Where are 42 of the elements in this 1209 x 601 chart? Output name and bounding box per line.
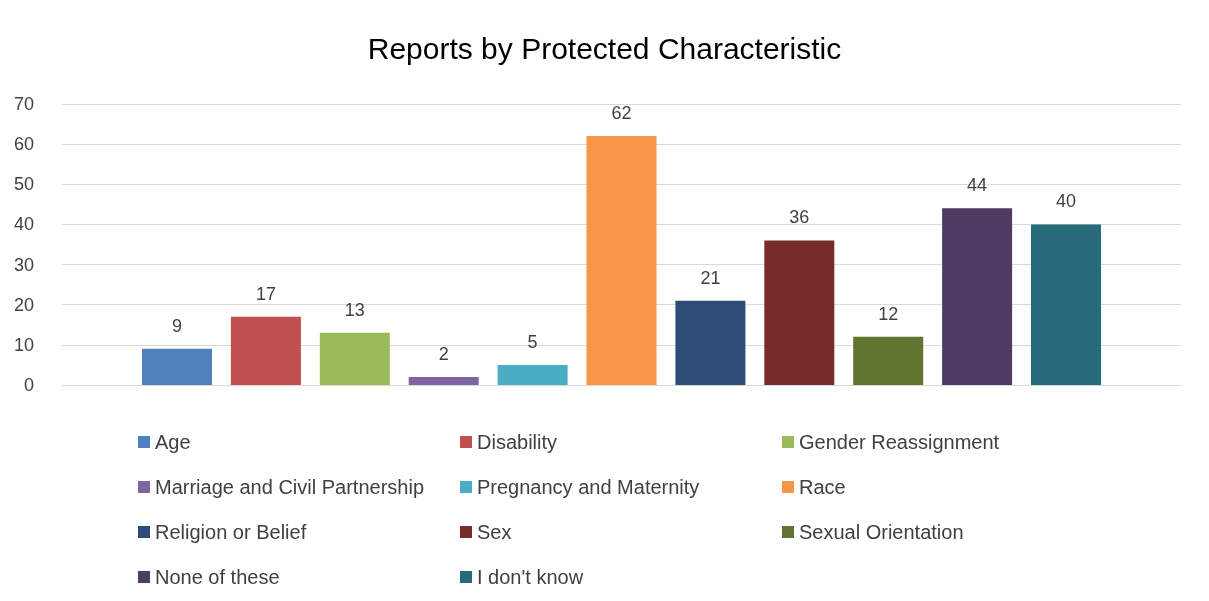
bar xyxy=(853,336,924,385)
data-label: 2 xyxy=(438,343,449,364)
y-tick-label: 60 xyxy=(13,134,34,155)
bar xyxy=(942,208,1013,385)
legend-label: Gender Reassignment xyxy=(799,431,1000,453)
legend-label: Race xyxy=(799,476,846,498)
y-tick-label: 40 xyxy=(13,214,34,235)
bar xyxy=(586,136,657,385)
legend-label: Sex xyxy=(477,521,512,543)
bar xyxy=(497,364,568,385)
bar xyxy=(230,316,301,385)
legend-label: None of these xyxy=(155,566,280,588)
bar xyxy=(1031,224,1101,385)
data-label: 62 xyxy=(611,103,632,124)
data-label: 17 xyxy=(255,283,276,304)
chart-title: Reports by Protected Characteristic xyxy=(367,31,842,65)
legend-label: Disability xyxy=(477,431,558,453)
y-tick-label: 0 xyxy=(23,375,34,395)
data-label: 12 xyxy=(878,303,899,324)
y-tick-label: 10 xyxy=(13,334,34,355)
data-label: 44 xyxy=(967,175,988,196)
y-tick-label: 50 xyxy=(13,174,34,195)
legend-label: Marriage and Civil Partnership xyxy=(155,476,425,498)
bar xyxy=(142,348,212,385)
bar xyxy=(675,300,746,385)
bar xyxy=(319,332,390,385)
legend-label: Religion or Belief xyxy=(155,521,307,543)
data-label: 5 xyxy=(527,331,538,352)
data-label: 13 xyxy=(344,299,365,320)
legend-label: I don't know xyxy=(477,566,584,588)
data-label: 40 xyxy=(1055,191,1077,212)
bar xyxy=(408,376,479,385)
legend-label: Sexual Orientation xyxy=(799,521,964,543)
y-tick-label: 70 xyxy=(13,94,34,114)
data-label: 36 xyxy=(789,207,810,228)
bar xyxy=(764,240,835,385)
legend-label: Pregnancy and Maternity xyxy=(477,476,700,498)
y-tick-label: 20 xyxy=(13,294,34,315)
y-tick-label: 30 xyxy=(13,254,34,275)
data-label: 9 xyxy=(171,315,183,336)
legend-label: Age xyxy=(155,431,191,453)
data-label: 21 xyxy=(700,267,721,288)
